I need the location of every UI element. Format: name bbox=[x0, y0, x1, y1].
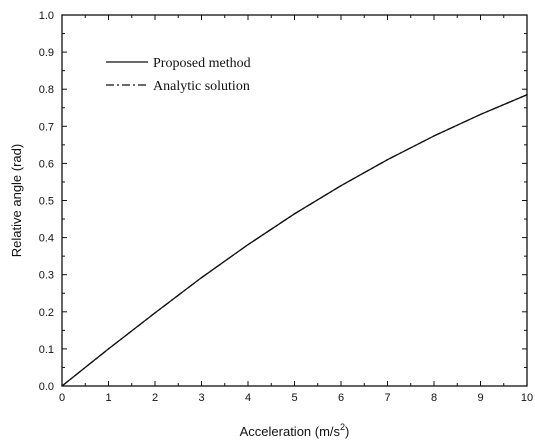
y-tick-label: 0.2 bbox=[39, 307, 54, 319]
series-layer bbox=[61, 94, 528, 387]
legend-label-proposed-method: Proposed method bbox=[153, 56, 251, 71]
data-point-analytic-solution bbox=[293, 213, 296, 215]
x-axis-title-close: ) bbox=[345, 424, 349, 439]
y-tick-label: 0.7 bbox=[39, 121, 54, 133]
data-point-analytic-solution bbox=[433, 135, 435, 137]
data-point-analytic-solution bbox=[154, 312, 156, 314]
legend-label-analytic-solution: Analytic solution bbox=[153, 79, 250, 94]
data-point-analytic-solution bbox=[526, 94, 528, 96]
series-line-proposed-method bbox=[61, 94, 528, 387]
series-line-analytic-solution bbox=[61, 94, 528, 387]
y-tick-label: 0.3 bbox=[39, 270, 54, 282]
data-point-analytic-solution bbox=[61, 385, 63, 387]
data-point-analytic-solution bbox=[340, 185, 342, 187]
x-tick-label: 7 bbox=[384, 392, 390, 404]
x-tick-label: 10 bbox=[521, 392, 533, 404]
x-tick-label: 9 bbox=[477, 392, 483, 404]
y-axis-ticks: 0.0 0.1 0.2 0.3 0.4 0.5 0.6 0.7 0.8 0.9 1.0 bbox=[39, 10, 527, 393]
y-tick-label: 0.0 bbox=[39, 381, 54, 393]
x-tick-label: 6 bbox=[338, 392, 344, 404]
data-point-analytic-solution bbox=[247, 244, 249, 246]
y-tick-label: 0.9 bbox=[39, 47, 54, 59]
y-tick-label: 0.8 bbox=[39, 84, 54, 96]
y-axis-title: Relative angle (rad) bbox=[9, 144, 24, 257]
y-tick-label: 1.0 bbox=[39, 10, 54, 22]
x-axis-title: Acceleration (m/s2) bbox=[240, 422, 350, 439]
x-tick-label: 4 bbox=[245, 392, 251, 404]
x-tick-label: 5 bbox=[291, 392, 297, 404]
data-point-analytic-solution bbox=[200, 277, 203, 279]
data-point-analytic-solution bbox=[479, 113, 482, 116]
x-axis-title-superscript: 2 bbox=[340, 422, 345, 432]
y-tick-label: 0.4 bbox=[39, 233, 54, 245]
x-tick-label: 3 bbox=[198, 392, 204, 404]
legend: Proposed method Analytic solution bbox=[106, 56, 251, 94]
x-axis-ticks: 0 1 2 3 4 5 6 7 8 9 10 bbox=[59, 15, 533, 404]
x-tick-label: 2 bbox=[152, 392, 158, 404]
y-tick-label: 0.6 bbox=[39, 158, 54, 170]
data-point-analytic-solution bbox=[386, 159, 389, 161]
y-tick-label: 0.1 bbox=[39, 344, 54, 356]
data-point-analytic-solution bbox=[107, 348, 110, 350]
y-tick-label: 0.5 bbox=[39, 196, 54, 208]
x-axis-title-text: Acceleration (m/s bbox=[240, 424, 341, 439]
x-tick-label: 8 bbox=[431, 392, 437, 404]
x-tick-label: 0 bbox=[59, 392, 65, 404]
x-tick-label: 1 bbox=[105, 392, 111, 404]
